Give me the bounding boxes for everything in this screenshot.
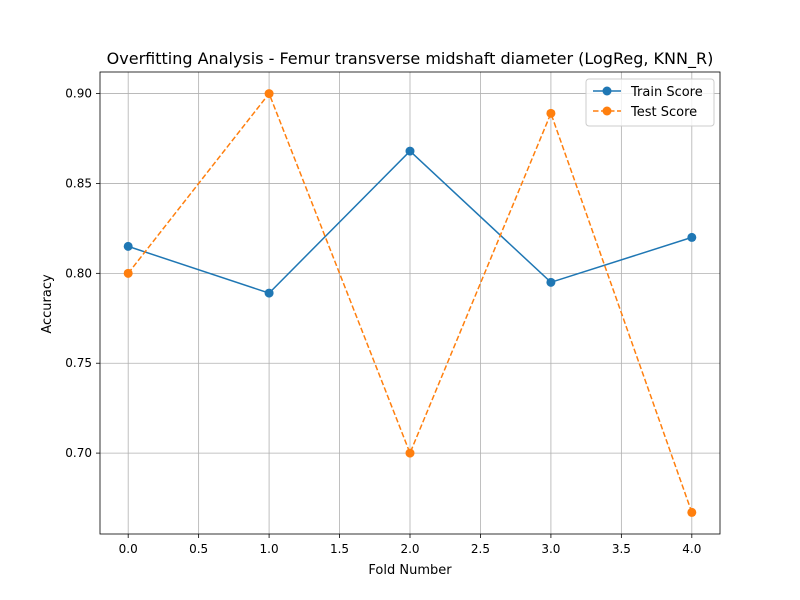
ticks: 0.0 0.5 1.0 1.5 2.0 2.5 3.0 3.5 4.0 0.70 0.75 0.80 0…: [65, 87, 701, 556]
x-tick-label: 3.0: [541, 542, 560, 556]
data-point-train: [123, 241, 133, 251]
data-point-train: [546, 277, 556, 287]
data-point-train: [405, 146, 415, 156]
y-tick-label: 0.70: [65, 446, 92, 460]
legend-train-label: Train Score: [630, 85, 703, 100]
data-point-train: [687, 232, 697, 242]
data-point-test: [123, 268, 133, 278]
legend-test-marker: [602, 106, 612, 116]
chart-title: Overfitting Analysis - Femur transverse …: [107, 49, 714, 69]
x-tick-label: 0.0: [119, 542, 138, 556]
x-tick-label: 1.5: [330, 542, 349, 556]
y-tick-label: 0.75: [65, 356, 92, 370]
data-point-test: [405, 448, 415, 458]
data-point-test: [264, 89, 274, 99]
series-group: [123, 89, 697, 517]
x-tick-label: 2.5: [471, 542, 490, 556]
data-point-test: [546, 108, 556, 118]
x-tick-label: 1.0: [260, 542, 279, 556]
data-point-train: [264, 288, 274, 298]
x-tick-label: 4.0: [682, 542, 701, 556]
legend-train-marker: [602, 86, 612, 96]
series-line-test: [127, 92, 693, 513]
y-tick-label: 0.85: [65, 176, 92, 190]
legend-test-label: Test Score: [630, 105, 697, 120]
x-axis-label: Fold Number: [368, 563, 452, 578]
x-tick-label: 2.0: [400, 542, 419, 556]
y-axis-label: Accuracy: [40, 274, 55, 334]
x-tick-label: 3.5: [612, 542, 631, 556]
x-tick-label: 0.5: [189, 542, 208, 556]
y-tick-label: 0.80: [65, 266, 92, 280]
y-tick-label: 0.90: [65, 87, 92, 101]
data-point-test: [687, 507, 697, 517]
legend: Train Score Test Score: [585, 78, 715, 127]
